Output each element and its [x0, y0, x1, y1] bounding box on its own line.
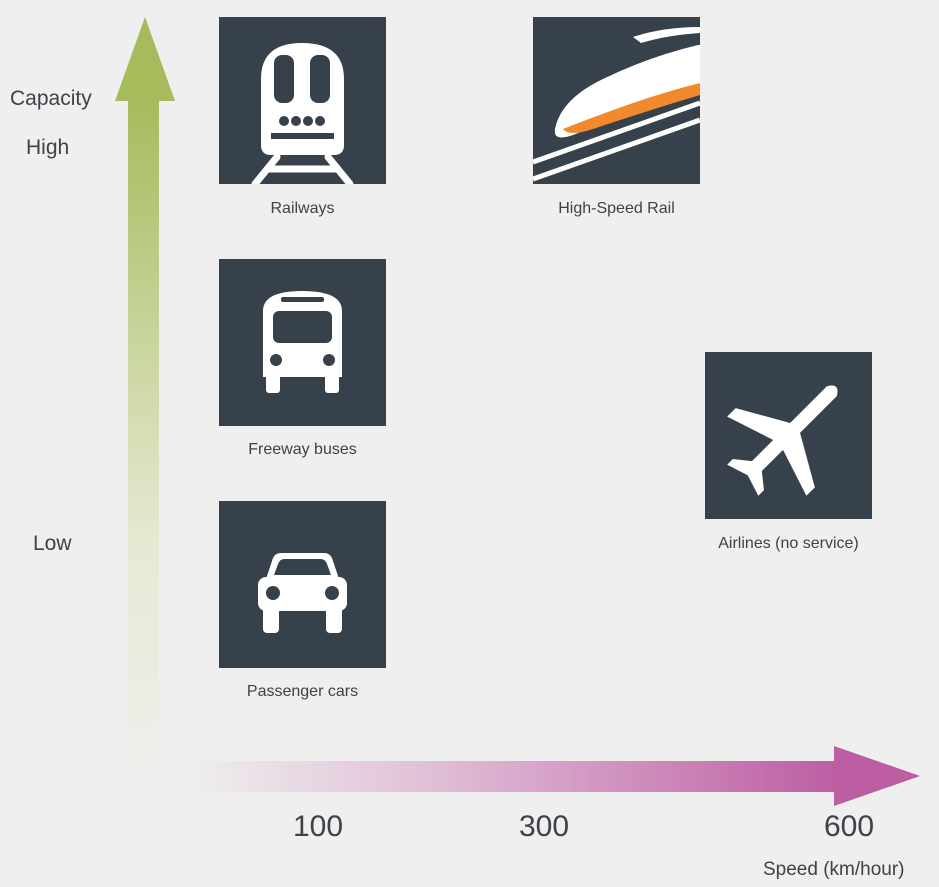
y-axis-title: Capacity: [10, 87, 92, 110]
high-speed-rail-tile: [533, 17, 700, 184]
x-tick-300: 300: [518, 810, 570, 843]
high-speed-rail-label: High-Speed Rail: [558, 200, 675, 217]
passenger-cars-label: Passenger cars: [246, 683, 359, 700]
passenger-cars-tile: [219, 501, 386, 668]
x-axis-title: Speed (km/hour): [763, 859, 905, 880]
x-tick-600: 600: [823, 810, 875, 843]
bus-icon: [263, 291, 342, 393]
railways-tile: [219, 17, 386, 184]
freeway-buses-label: Freeway buses: [248, 441, 357, 458]
x-axis-arrow: [185, 746, 920, 806]
freeway-buses-tile: [219, 259, 386, 426]
airlines-label: Airlines (no service): [718, 535, 859, 552]
airplane-icon: [727, 385, 838, 496]
car-icon: [258, 553, 347, 633]
y-axis-low-label: Low: [33, 532, 72, 555]
train-icon: [251, 43, 354, 184]
airlines-tile: [705, 352, 872, 519]
bullet-train-icon: [533, 27, 700, 182]
y-axis-arrow: [115, 17, 175, 790]
y-axis-high-label: High: [26, 136, 70, 159]
x-tick-100: 100: [292, 810, 344, 843]
railways-label: Railways: [270, 200, 335, 217]
